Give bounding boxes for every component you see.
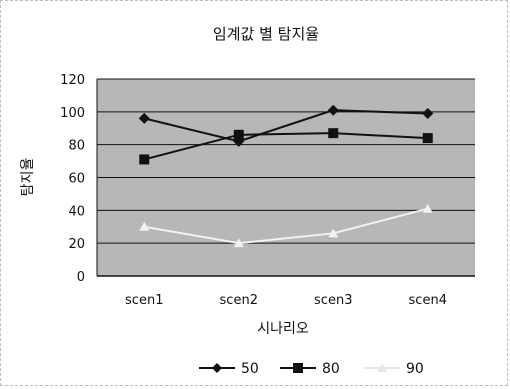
y-tick-label: 80 [68, 139, 85, 154]
data-point-50-scen1 [138, 112, 150, 124]
series-markers [138, 104, 434, 248]
legend-label-80: 80 [322, 361, 340, 377]
data-point-80-scen4 [422, 133, 433, 144]
series-lines [143, 109, 429, 245]
data-point-80-scen2 [233, 129, 244, 140]
y-tick-label: 60 [68, 172, 85, 187]
data-point-90-scen2 [233, 238, 244, 248]
series-line-90 [144, 207, 429, 245]
x-axis-title: 시나리오 [257, 321, 309, 337]
data-point-80-scen1 [139, 154, 150, 165]
legend-marker-50 [212, 363, 222, 373]
series-line-50 [144, 109, 428, 143]
data-point-80-scen3 [328, 128, 339, 139]
x-axis-ticks: scen1 scen2 scen3 scen4 [125, 293, 447, 308]
data-point-90-scen4 [422, 203, 433, 213]
data-point-90-scen1 [139, 221, 150, 231]
legend-label-50: 50 [241, 361, 259, 377]
y-tick-label: 0 [77, 270, 85, 285]
y-tick-label: 20 [68, 237, 85, 252]
y-tick-label: 100 [60, 106, 85, 121]
legend-marker-90 [377, 363, 387, 372]
data-point-50-scen4 [422, 107, 434, 119]
y-tick-label: 40 [68, 204, 85, 219]
x-tick-label: scen2 [220, 293, 258, 308]
x-tick-label: scen4 [409, 293, 447, 308]
y-axis-ticks: 0 20 40 60 80 100 120 [60, 73, 85, 285]
x-tick-label: scen1 [125, 293, 163, 308]
y-axis-title: 탐지율 [20, 158, 36, 197]
y-tick-label: 120 [60, 73, 85, 88]
legend-label-90: 90 [406, 361, 424, 377]
legend: 50 80 90 [199, 361, 424, 377]
legend-marker-80 [293, 363, 303, 373]
data-point-90-scen3 [328, 228, 339, 238]
series-line-80 [143, 132, 428, 161]
grid-lines [96, 78, 475, 277]
chart-title: 임계값 별 탐지율 [213, 25, 319, 43]
x-tick-label: scen3 [314, 293, 352, 308]
data-point-50-scen3 [327, 104, 339, 116]
